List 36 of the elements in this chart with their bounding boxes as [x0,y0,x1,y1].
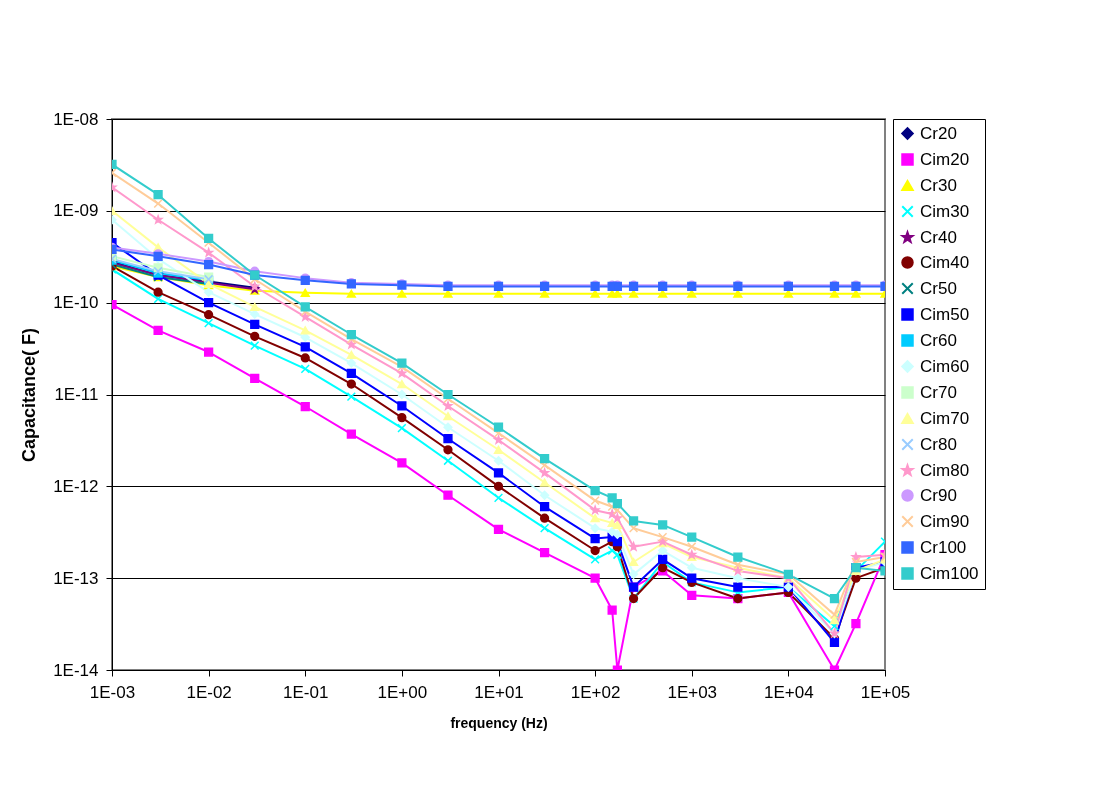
y-tick-label: 1E-13 [53,568,99,588]
legend-label: Cr70 [920,382,957,402]
y-tick-label: 1E-14 [53,660,99,680]
legend-label: Cim100 [920,563,979,583]
legend-label: Cr80 [920,434,957,454]
x-tick-label: 1E+04 [764,682,814,702]
x-tick-label: 1E-01 [283,682,329,702]
legend-label: Cr20 [920,123,957,143]
legend-label: Cim30 [920,201,970,221]
x-tick-label: 1E+01 [474,682,524,702]
x-tick-label: 1E+05 [860,682,911,702]
legend-label: Cim90 [920,511,970,531]
x-tick-label: 1E+03 [667,682,718,702]
legend-label: Cr60 [920,330,957,350]
y-tick-label: 1E-10 [53,293,99,313]
legend-label: Cim50 [920,304,970,324]
y-tick-label: 1E-08 [53,109,99,129]
legend-label: Cim60 [920,356,970,376]
y-tick-label: 1E-11 [54,385,99,404]
y-tick-label: 1E-09 [53,201,99,221]
x-axis-title: frequency (Hz) [450,714,548,731]
legend-label: Cim70 [920,408,970,428]
y-tick-label: 1E-12 [53,476,99,496]
legend-label: Cim40 [920,252,970,272]
legend-label: Cr50 [920,278,957,298]
legend-label: Cim80 [920,460,970,480]
x-tick-label: 1E-02 [186,682,232,702]
legend-label: Cr40 [920,227,957,247]
x-tick-label: 1E+00 [377,682,428,702]
legend-label: Cim20 [920,149,970,169]
legend-label: Cr90 [920,485,957,505]
x-tick-label: 1E+02 [570,682,621,702]
legend-label: Cr30 [920,175,957,195]
y-axis-title: Capacitance( F) [19,327,40,463]
legend-label: Cr100 [920,537,967,557]
x-tick-label: 1E-03 [89,682,136,702]
